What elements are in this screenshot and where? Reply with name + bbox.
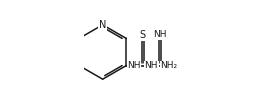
Text: N: N bbox=[99, 20, 106, 30]
Text: NH: NH bbox=[153, 30, 167, 39]
Text: S: S bbox=[140, 30, 146, 40]
Text: NH: NH bbox=[127, 61, 141, 70]
Text: NH₂: NH₂ bbox=[160, 61, 177, 70]
Text: NH: NH bbox=[145, 61, 158, 70]
